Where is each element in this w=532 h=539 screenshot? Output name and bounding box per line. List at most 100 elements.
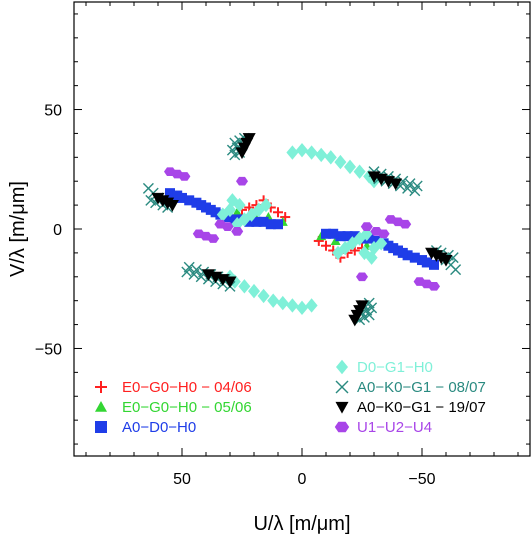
data-point: [402, 182, 414, 194]
data-point: [214, 219, 227, 229]
data-point: [248, 283, 260, 299]
data-point: [216, 207, 229, 222]
data-point: [184, 195, 195, 206]
data-point: [349, 231, 360, 242]
data-point: [267, 293, 280, 308]
x-tick-label: −50: [408, 471, 435, 488]
data-point: [324, 150, 337, 165]
data-point: [265, 219, 276, 230]
data-point: [209, 271, 223, 284]
data-point: [409, 185, 421, 197]
data-point: [353, 231, 366, 246]
y-tick-label: −50: [35, 341, 62, 358]
data-point: [377, 229, 390, 239]
series-3: [216, 142, 388, 316]
data-point: [321, 240, 331, 251]
legend-marker: [336, 359, 348, 375]
data-point: [342, 231, 353, 242]
data-point: [409, 252, 420, 263]
data-point: [365, 250, 378, 265]
data-point: [192, 229, 205, 239]
data-point: [273, 219, 283, 230]
x-axis-label: U/λ [m/μm]: [253, 513, 350, 535]
y-axis-label: V/λ [m/μm]: [7, 181, 29, 277]
data-point: [201, 269, 215, 282]
data-point: [335, 231, 346, 242]
data-point: [344, 159, 356, 175]
data-point: [238, 279, 251, 294]
data-point: [375, 236, 388, 251]
y-tick-label: 0: [53, 222, 62, 239]
data-point: [389, 178, 403, 191]
x-tick-label: 0: [298, 471, 307, 488]
data-point: [223, 276, 237, 289]
data-point: [251, 216, 262, 227]
data-point: [222, 212, 233, 223]
data-point: [231, 227, 244, 236]
data-point: [296, 142, 308, 158]
data-point: [226, 193, 239, 208]
legend-marker: [335, 380, 349, 394]
data-point: [315, 147, 328, 163]
data-point: [363, 297, 375, 309]
data-point: [258, 216, 269, 227]
data-point: [334, 154, 347, 170]
data-point: [165, 188, 175, 199]
data-point: [371, 235, 382, 246]
data-point: [353, 164, 366, 179]
axis-ticks: [74, 2, 530, 456]
series-0: [237, 195, 367, 263]
legend-label: A0−K0−G1 − 19/07: [357, 399, 486, 416]
data-point: [356, 272, 368, 282]
tick-labels: 50 0 −50 50 0 −50: [35, 103, 436, 488]
data-point: [286, 145, 299, 160]
data-point: [425, 247, 439, 260]
legend-label: U1−U2−U4: [357, 419, 432, 436]
data-point: [229, 214, 240, 225]
data-point: [178, 172, 191, 181]
legend-label: D0−G1−H0: [357, 359, 433, 376]
data-point: [413, 277, 426, 286]
legend-label: A0−D0−H0: [122, 419, 196, 436]
data-point: [286, 298, 299, 313]
data-point: [360, 222, 373, 231]
series-6: [164, 167, 440, 291]
series-2: [165, 188, 439, 270]
data-point: [429, 259, 439, 270]
data-point: [235, 147, 249, 160]
data-point: [321, 228, 331, 239]
data-point: [183, 261, 195, 273]
data-point: [305, 298, 318, 313]
legend-marker: [95, 381, 107, 393]
data-point: [216, 274, 230, 286]
data-point: [257, 288, 270, 304]
legend-label: E0−G0−H0 − 04/06: [122, 379, 252, 396]
legend-marker: [95, 421, 107, 433]
legend-label: A0−K0−G1 − 08/07: [357, 379, 486, 396]
data-point: [417, 255, 427, 266]
data-point: [273, 207, 283, 218]
data-point: [190, 264, 202, 276]
data-point: [244, 216, 255, 227]
series-4: [142, 132, 462, 326]
data-point: [236, 176, 248, 186]
data-point: [280, 212, 291, 223]
y-tick-label: 50: [44, 103, 62, 120]
data-point: [399, 219, 412, 229]
data-point: [165, 200, 179, 212]
data-point: [296, 300, 308, 316]
legend-marker: [335, 401, 349, 414]
data-point: [305, 145, 318, 160]
data-point: [364, 233, 375, 244]
legend: E0−G0−H0 − 04/06 E0−G0−H0 − 05/06 A0−D0−H0…: [95, 359, 486, 436]
data-point: [177, 192, 187, 203]
data-marks: [142, 132, 462, 327]
series-5: [151, 133, 453, 327]
data-point: [355, 300, 369, 313]
legend-marker: [95, 401, 107, 412]
data-point: [238, 212, 251, 227]
x-tick-label: 50: [173, 471, 191, 488]
data-point: [276, 295, 289, 311]
data-point: [232, 207, 243, 217]
